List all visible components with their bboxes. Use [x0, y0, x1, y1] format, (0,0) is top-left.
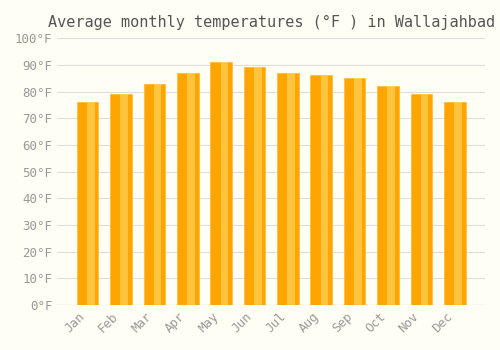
Bar: [144, 84, 165, 305]
Bar: [154, 84, 162, 305]
Bar: [244, 68, 266, 305]
Bar: [410, 94, 432, 305]
Bar: [120, 94, 128, 305]
Bar: [187, 73, 195, 305]
Bar: [277, 73, 298, 305]
Title: Average monthly temperatures (°F ) in Wallajahbad: Average monthly temperatures (°F ) in Wa…: [48, 15, 494, 30]
Bar: [77, 102, 98, 305]
Bar: [110, 94, 132, 305]
Bar: [220, 62, 228, 305]
Bar: [421, 94, 428, 305]
Bar: [254, 68, 262, 305]
Bar: [377, 86, 399, 305]
Bar: [344, 78, 366, 305]
Bar: [210, 62, 232, 305]
Bar: [310, 76, 332, 305]
Bar: [177, 73, 199, 305]
Bar: [454, 102, 462, 305]
Bar: [87, 102, 94, 305]
Bar: [354, 78, 362, 305]
Bar: [444, 102, 466, 305]
Bar: [320, 76, 328, 305]
Bar: [388, 86, 395, 305]
Bar: [288, 73, 295, 305]
